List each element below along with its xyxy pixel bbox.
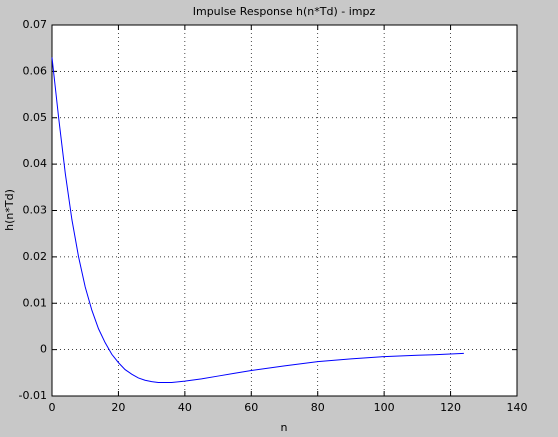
y-tick-label: 0.06 <box>23 64 48 77</box>
x-tick-label: 80 <box>311 401 325 414</box>
x-axis-label: n <box>281 421 288 434</box>
x-tick-label: 60 <box>244 401 258 414</box>
y-tick-label: 0.03 <box>23 204 48 217</box>
x-tick-label: 120 <box>440 401 461 414</box>
y-tick-label: 0.05 <box>23 111 48 124</box>
y-tick-label: -0.01 <box>19 389 47 402</box>
chart-title: Impulse Response h(n*Td) - impz <box>193 5 376 18</box>
axes-box <box>51 24 518 397</box>
y-tick-label: 0.04 <box>23 157 48 170</box>
y-tick-label: 0.02 <box>23 250 48 263</box>
y-tick-label: 0.07 <box>23 18 48 31</box>
x-tick-label: 0 <box>49 401 56 414</box>
y-tick-label: 0.01 <box>23 296 48 309</box>
x-tick-label: 100 <box>374 401 395 414</box>
x-tick-label: 20 <box>111 401 125 414</box>
line-series <box>51 57 464 384</box>
y-axis-label: h(n*Td) <box>3 189 16 231</box>
y-tick-label: 0 <box>40 343 47 356</box>
x-tick-label: 140 <box>507 401 528 414</box>
x-tick-label: 40 <box>178 401 192 414</box>
